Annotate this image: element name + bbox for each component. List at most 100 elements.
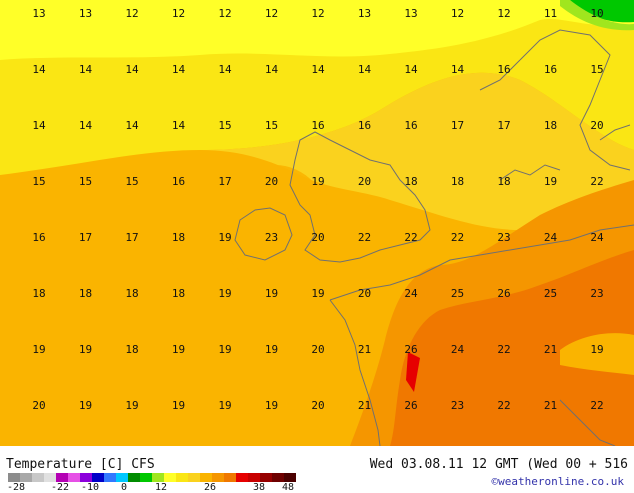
temperature-value: 20 <box>358 175 371 188</box>
temperature-value: 19 <box>172 399 185 412</box>
temperature-value: 25 <box>451 287 464 300</box>
temperature-value: 13 <box>79 7 92 20</box>
temperature-value: 20 <box>590 119 603 132</box>
coastlines <box>234 29 634 446</box>
temperature-value: 18 <box>544 119 557 132</box>
legend-swatch <box>284 473 296 482</box>
temperature-value: 19 <box>79 343 92 356</box>
temperature-value: 18 <box>32 287 45 300</box>
legend-swatch <box>188 473 200 482</box>
temperature-value: 21 <box>544 399 557 412</box>
temperature-value: 24 <box>451 343 465 356</box>
temperature-value: 14 <box>32 63 46 76</box>
temperature-value: 14 <box>404 63 418 76</box>
temperature-value: 19 <box>311 287 324 300</box>
temperature-value: 22 <box>404 231 417 244</box>
temperature-value: 19 <box>218 399 231 412</box>
temperature-grid-labels: 13 13 12 12 12 12 12 13 13 12 12 11 10 14 14 14 14 14 14 14… <box>32 7 604 412</box>
legend-swatch <box>176 473 188 482</box>
temperature-value: 14 <box>311 63 325 76</box>
credit-link[interactable]: ©weatheronline.co.uk <box>491 475 624 488</box>
temperature-value: 24 <box>590 231 604 244</box>
temperature-value: 14 <box>358 63 372 76</box>
legend-swatch <box>68 473 80 482</box>
temperature-value: 17 <box>125 231 138 244</box>
map-footer: Temperature [C] CFS Wed 03.08.11 12 GMT … <box>0 447 634 493</box>
temperature-value: 15 <box>590 63 603 76</box>
temperature-value: 14 <box>172 63 186 76</box>
temperature-value: 18 <box>451 175 464 188</box>
temperature-value: 20 <box>311 399 324 412</box>
temperature-value: 14 <box>79 119 93 132</box>
temperature-value: 12 <box>497 7 510 20</box>
temperature-value: 21 <box>544 343 557 356</box>
temperature-value: 15 <box>32 175 45 188</box>
temperature-value: 21 <box>358 399 371 412</box>
legend-swatch <box>140 473 152 482</box>
temperature-value: 19 <box>218 231 231 244</box>
temperature-value: 13 <box>32 7 45 20</box>
temperature-value: 18 <box>172 231 185 244</box>
temperature-value: 19 <box>125 399 138 412</box>
temperature-value: 18 <box>79 287 92 300</box>
temperature-value: 24 <box>544 231 558 244</box>
temperature-value: 24 <box>404 287 418 300</box>
legend-swatch <box>80 473 92 482</box>
legend-swatch <box>260 473 272 482</box>
temperature-map[interactable]: 13 13 12 12 12 12 12 13 13 12 12 11 10 14 14 14 14 14 14 14… <box>0 0 634 446</box>
temperature-value: 18 <box>125 287 138 300</box>
legend-swatch <box>8 473 20 482</box>
legend-tick: 48 <box>281 482 295 493</box>
temperature-value: 16 <box>358 119 371 132</box>
temperature-value: 21 <box>358 343 371 356</box>
temperature-value: 17 <box>451 119 464 132</box>
temperature-value: 12 <box>125 7 138 20</box>
legend-swatch <box>236 473 248 482</box>
temperature-value: 16 <box>311 119 324 132</box>
temperature-value: 18 <box>172 287 185 300</box>
legend-swatch <box>272 473 284 482</box>
temperature-value: 16 <box>497 63 510 76</box>
temperature-value: 22 <box>497 343 510 356</box>
map-title: Temperature [C] CFS <box>6 457 155 472</box>
temperature-value: 18 <box>497 175 510 188</box>
legend-swatch <box>164 473 176 482</box>
temperature-value: 17 <box>218 175 231 188</box>
temperature-value: 15 <box>125 175 138 188</box>
temperature-value: 19 <box>218 287 231 300</box>
temperature-value: 22 <box>358 231 371 244</box>
legend-swatch <box>152 473 164 482</box>
legend-swatch <box>116 473 128 482</box>
legend-swatch <box>56 473 68 482</box>
temperature-band-24-26 <box>390 250 634 446</box>
temperature-value: 22 <box>590 399 603 412</box>
temperature-value: 26 <box>497 287 510 300</box>
temperature-value: 22 <box>451 231 464 244</box>
temperature-value: 20 <box>32 399 45 412</box>
legend-swatch <box>92 473 104 482</box>
temperature-value: 14 <box>32 119 46 132</box>
temperature-value: 14 <box>172 119 186 132</box>
temperature-value: 11 <box>544 7 557 20</box>
temperature-value: 20 <box>265 175 278 188</box>
temperature-value: 23 <box>590 287 603 300</box>
temperature-value: 19 <box>590 343 603 356</box>
legend-swatch <box>20 473 32 482</box>
temperature-value: 19 <box>32 343 45 356</box>
temperature-value: 14 <box>125 119 139 132</box>
temperature-value: 26 <box>404 399 417 412</box>
temperature-value: 13 <box>358 7 371 20</box>
temperature-value: 12 <box>451 7 464 20</box>
legend-tick: -22 <box>50 482 70 493</box>
temperature-band-12-13 <box>0 0 634 60</box>
temperature-value: 22 <box>497 399 510 412</box>
temperature-value: 17 <box>79 231 92 244</box>
temperature-value: 23 <box>497 231 510 244</box>
legend-swatch <box>200 473 212 482</box>
temperature-band-19-21 <box>560 333 634 375</box>
temperature-value: 19 <box>218 343 231 356</box>
temperature-value: 10 <box>590 7 603 20</box>
temperature-value: 12 <box>311 7 324 20</box>
temperature-value: 15 <box>79 175 92 188</box>
temperature-value: 19 <box>79 399 92 412</box>
